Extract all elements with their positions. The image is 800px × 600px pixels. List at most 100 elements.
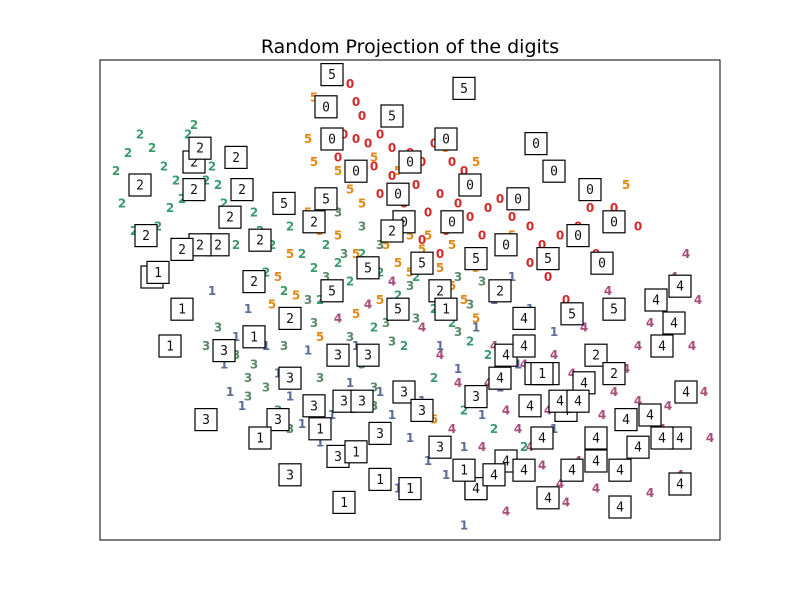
- thumbnail-frame: [320, 279, 344, 303]
- thumbnail-frame: [230, 178, 254, 202]
- thumbnail-frame: [386, 297, 410, 321]
- thumbnail-digit-0: 0: [328, 133, 336, 148]
- thumbnail-frame: [542, 159, 566, 183]
- digit-point-3: 3: [202, 339, 210, 353]
- thumbnail-digit-5: 5: [460, 82, 468, 97]
- thumbnail-frame: [170, 237, 194, 261]
- digit-point-4: 4: [646, 486, 654, 500]
- thumbnail-digit-2: 2: [136, 179, 144, 194]
- digit-point-0: 0: [586, 201, 594, 215]
- thumbnail-frame: [440, 210, 464, 234]
- thumbnail-frame: [326, 343, 350, 367]
- thumbnail-digit-5: 5: [364, 261, 372, 276]
- digit-point-0: 0: [496, 192, 504, 206]
- digit-point-2: 2: [160, 160, 168, 174]
- digit-point-4: 4: [454, 376, 462, 390]
- digit-thumbnail: 0: [590, 251, 614, 275]
- digit-point-2: 2: [154, 219, 162, 233]
- digit-point-4: 4: [646, 316, 654, 330]
- thumbnail-frame: [356, 256, 380, 280]
- digit-point-2: 2: [268, 238, 276, 252]
- thumbnail-digit-3: 3: [334, 349, 342, 364]
- digit-thumbnail: 4: [638, 403, 662, 427]
- digit-thumbnail: 1: [158, 334, 182, 358]
- digit-thumbnail: 2: [302, 210, 326, 234]
- thumbnail-digit-5: 5: [328, 284, 336, 299]
- thumbnail-frame: [638, 403, 662, 427]
- digit-point-2: 2: [118, 196, 126, 210]
- thumbnail-digit-4: 4: [502, 349, 510, 364]
- digit-thumbnail: 3: [464, 385, 488, 409]
- thumbnail-digit-4: 4: [520, 464, 528, 479]
- thumbnail-frame: [398, 150, 422, 174]
- thumbnail-frame: [662, 311, 686, 335]
- thumbnail-digit-2: 2: [610, 367, 618, 382]
- thumbnail-digit-3: 3: [220, 344, 228, 359]
- digit-point-4: 4: [388, 275, 396, 289]
- digit-point-4: 4: [502, 505, 510, 519]
- digit-point-0: 0: [418, 155, 426, 169]
- thumbnail-frame: [350, 389, 374, 413]
- thumbnail-digit-3: 3: [202, 413, 210, 428]
- digit-thumbnail: 2: [182, 178, 206, 202]
- thumbnail-digit-2: 2: [436, 284, 444, 299]
- digit-point-1: 1: [328, 408, 336, 422]
- thumbnail-frame: [242, 325, 266, 349]
- thumbnail-frame: [218, 205, 242, 229]
- digit-point-4: 4: [694, 293, 702, 307]
- thumbnail-frame: [386, 182, 410, 206]
- digit-point-4: 4: [418, 321, 426, 335]
- digit-point-5: 5: [406, 229, 414, 243]
- thumbnail-digit-0: 0: [352, 165, 360, 180]
- digit-point-4: 4: [562, 495, 570, 509]
- thumbnail-digit-2: 2: [190, 156, 198, 171]
- digit-point-3: 3: [244, 390, 252, 404]
- digit-thumbnail: 1: [398, 477, 422, 501]
- digit-point-2: 2: [358, 247, 366, 261]
- digit-point-4: 4: [682, 247, 690, 261]
- thumbnail-frame: [584, 449, 608, 473]
- thumbnail-digit-0: 0: [466, 179, 474, 194]
- thumbnail-frame: [278, 463, 302, 487]
- digit-point-5: 5: [286, 247, 294, 261]
- thumbnail-frame: [278, 306, 302, 330]
- digit-point-2: 2: [136, 127, 144, 141]
- thumbnail-frame: [668, 472, 692, 496]
- thumbnail-frame: [146, 260, 170, 284]
- plot-area: 0000000000000000000000000000000000000000…: [99, 59, 721, 541]
- digit-point-5: 5: [274, 270, 282, 284]
- digit-point-1: 1: [244, 302, 252, 316]
- thumbnail-frame: [320, 62, 344, 87]
- digit-thumbnail: 4: [584, 426, 608, 450]
- thumbnail-digit-0: 0: [442, 133, 450, 148]
- digit-thumbnail: 0: [542, 159, 566, 183]
- digit-point-3: 3: [322, 270, 330, 284]
- thumbnail-frame: [578, 178, 602, 202]
- thumbnail-digit-4: 4: [646, 409, 654, 424]
- digit-point-1: 1: [436, 339, 444, 353]
- thumbnail-digit-4: 4: [676, 478, 684, 493]
- thumbnail-digit-4: 4: [496, 372, 504, 387]
- thumbnail-frame: [566, 224, 590, 248]
- digit-point-2: 2: [400, 339, 408, 353]
- digit-thumbnail: 4: [650, 426, 674, 450]
- thumbnail-digit-1: 1: [406, 482, 414, 497]
- digit-point-2: 2: [370, 321, 378, 335]
- digit-thumbnail: 1: [452, 458, 476, 482]
- digit-point-3: 3: [262, 380, 270, 394]
- digit-point-4: 4: [520, 357, 528, 371]
- digit-thumbnail: 1: [530, 362, 554, 386]
- digit-point-5: 5: [334, 229, 342, 243]
- digit-thumbnail: 1: [368, 467, 392, 491]
- thumbnail-digit-1: 1: [352, 445, 360, 460]
- digit-thumbnail: 0: [434, 127, 458, 151]
- thumbnail-frame: [434, 297, 458, 321]
- thumbnail-frame: [380, 104, 404, 128]
- digit-thumbnail: 2: [218, 205, 242, 229]
- thumbnail-digit-4: 4: [616, 501, 624, 516]
- thumbnail-frame: [368, 421, 392, 445]
- digit-point-3: 3: [334, 206, 342, 220]
- digit-point-3: 3: [382, 316, 390, 330]
- thumbnail-digit-4: 4: [634, 441, 642, 456]
